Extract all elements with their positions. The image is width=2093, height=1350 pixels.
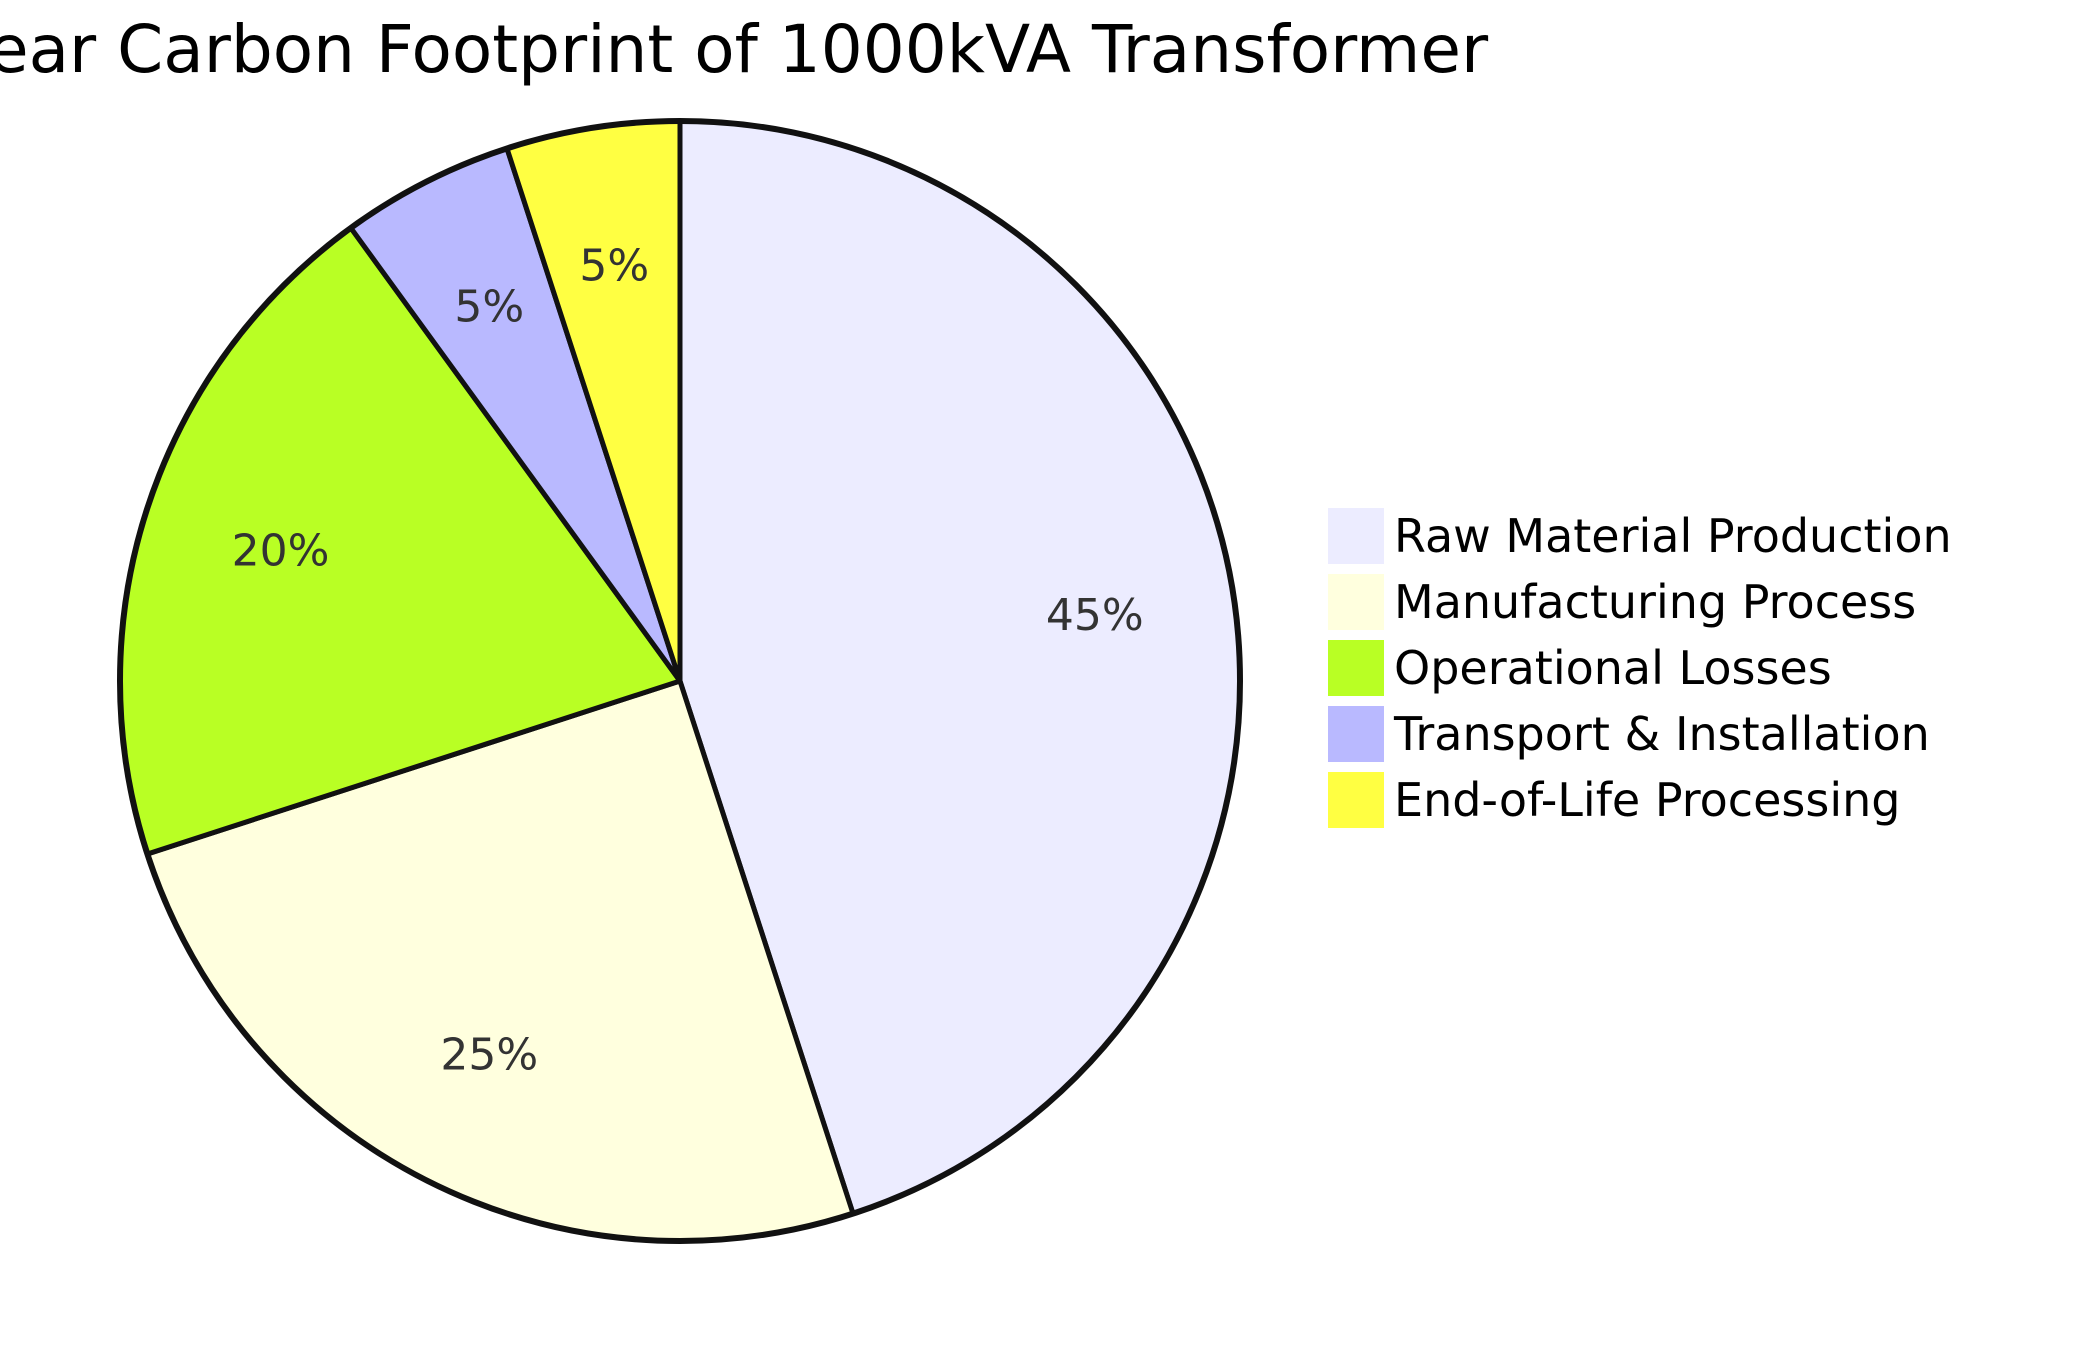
- legend-swatch-manufacturing-process: [1328, 574, 1384, 630]
- legend-swatch-transport-and-installation: [1328, 706, 1384, 762]
- slice-label-raw-material-production: 45%: [1046, 590, 1144, 641]
- legend-label-manufacturing-process: Manufacturing Process: [1394, 575, 1916, 629]
- legend: Raw Material Production Manufacturing Pro…: [1328, 508, 1952, 828]
- chart-title: ear Carbon Footprint of 1000kVA Transfor…: [0, 11, 1489, 88]
- slice-label-end-of-life-processing: 5%: [579, 241, 649, 292]
- pie-slices: [117, 118, 1243, 1244]
- legend-swatch-end-of-life-processing: [1328, 772, 1384, 828]
- legend-swatch-raw-material-production: [1328, 508, 1384, 564]
- legend-label-operational-losses: Operational Losses: [1394, 641, 1832, 695]
- legend-label-transport-and-installation: Transport & Installation: [1393, 707, 1930, 761]
- legend-swatch-operational-losses: [1328, 640, 1384, 696]
- pie-outline: [117, 118, 1243, 1244]
- legend-label-raw-material-production: Raw Material Production: [1394, 509, 1952, 563]
- slice-label-manufacturing-process: 25%: [440, 1030, 538, 1081]
- slice-label-transport-and-installation: 5%: [454, 281, 524, 332]
- slice-label-operational-losses: 20%: [232, 526, 330, 577]
- pie-slice-labels: 45% 25% 20% 5% 5%: [232, 241, 1144, 1081]
- legend-label-end-of-life-processing: End-of-Life Processing: [1394, 773, 1900, 827]
